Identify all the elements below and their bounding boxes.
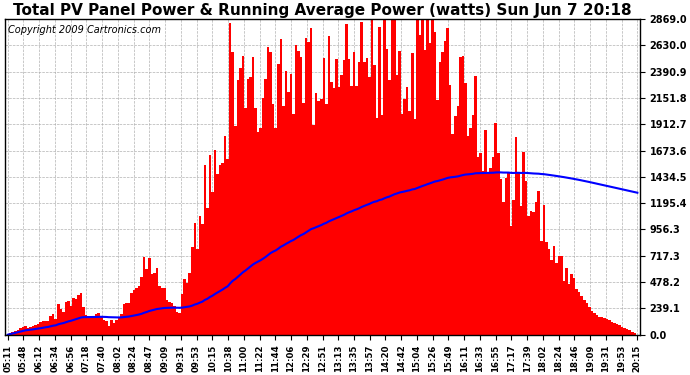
Text: Copyright 2009 Cartronics.com: Copyright 2009 Cartronics.com — [8, 25, 161, 35]
Title: Total PV Panel Power & Running Average Power (watts) Sun Jun 7 20:18: Total PV Panel Power & Running Average P… — [13, 3, 632, 18]
